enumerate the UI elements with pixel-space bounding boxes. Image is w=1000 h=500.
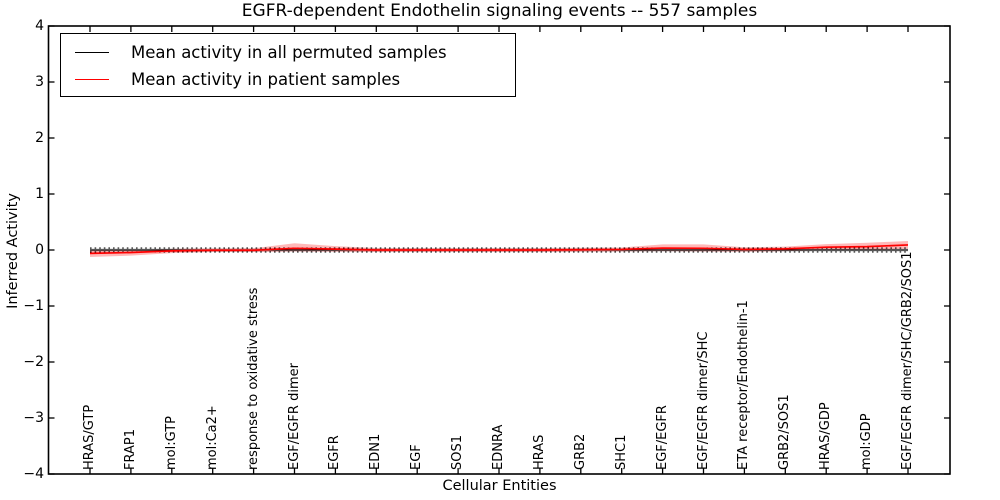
y-tick-label: 2 — [35, 130, 44, 146]
legend-line-permuted-icon — [75, 52, 109, 53]
y-tick-label: 4 — [35, 18, 44, 34]
x-tick-label: response to oxidative stress — [245, 287, 261, 470]
chart-title: EGFR-dependent Endothelin signaling even… — [241, 1, 758, 21]
x-tick-label: FRAP1 — [122, 429, 138, 470]
x-tick-label: SOS1 — [450, 434, 466, 470]
patient-mean-line — [89, 244, 909, 255]
x-tick-label: HRAS/GDP — [818, 402, 834, 470]
y-tick-label: 0 — [35, 242, 44, 258]
x-tick-label: mol:Ca2+ — [204, 405, 220, 470]
x-tick-label: mol:GTP — [163, 416, 179, 470]
x-tick-label: mol:GDP — [859, 413, 875, 470]
y-tick-label: 3 — [35, 74, 44, 90]
x-tick-label: EGF/EGFR dimer/SHC — [695, 331, 711, 470]
x-tick-label: EGF/EGFR — [654, 405, 670, 470]
y-tick-label: −2 — [23, 354, 44, 370]
x-tick-label: EDNRA — [491, 424, 506, 470]
x-tick-label: GRB2/SOS1 — [777, 394, 793, 470]
x-tick-label: ETA receptor/Endothelin-1 — [736, 300, 752, 470]
x-tick-label: EGF/EGFR dimer/SHC/GRB2/SOS1 — [900, 251, 915, 471]
legend-entry-patient: Mean activity in patient samples — [75, 66, 515, 93]
x-tick-label: EGF/EGFR dimer — [286, 363, 302, 470]
x-tick-label: EDN1 — [368, 433, 384, 470]
y-tick-label: 1 — [35, 186, 44, 202]
legend-line-patient-icon — [75, 79, 109, 80]
x-tick-label: EGF — [409, 444, 425, 470]
legend-label-patient: Mean activity in patient samples — [131, 70, 401, 89]
y-tick-label: −3 — [23, 410, 44, 426]
x-tick-label: HRAS — [531, 434, 547, 470]
legend-label-permuted: Mean activity in all permuted samples — [131, 43, 447, 62]
y-tick-label: −1 — [23, 298, 44, 314]
x-tick-label: HRAS/GTP — [82, 404, 97, 470]
patient-std-band-fill — [90, 241, 908, 257]
y-tick-label: −4 — [23, 466, 44, 482]
x-tick-label: EGFR — [327, 435, 343, 470]
x-tick-label: GRB2 — [572, 433, 588, 470]
legend: Mean activity in all permuted samples Me… — [60, 33, 516, 97]
x-tick-label: SHC1 — [613, 434, 629, 470]
legend-entry-permuted: Mean activity in all permuted samples — [75, 39, 515, 66]
x-axis-label: Cellular Entities — [442, 478, 557, 494]
